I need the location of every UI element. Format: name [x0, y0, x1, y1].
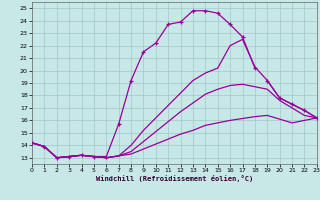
X-axis label: Windchill (Refroidissement éolien,°C): Windchill (Refroidissement éolien,°C): [96, 175, 253, 182]
